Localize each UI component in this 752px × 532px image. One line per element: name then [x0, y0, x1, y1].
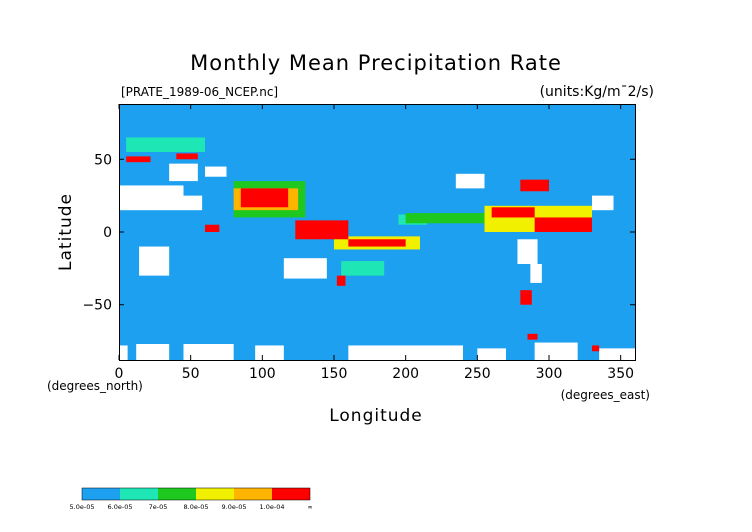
colorbar-swatch — [120, 488, 158, 500]
colorbar-swatch — [82, 488, 120, 500]
region-level6-38 — [592, 345, 600, 352]
region-missing-17 — [592, 195, 614, 211]
x-tick-label: 150 — [321, 366, 348, 382]
region-missing-11 — [205, 166, 227, 177]
region-level6-30 — [491, 207, 535, 218]
x-tick-label: 250 — [464, 366, 491, 382]
region-level6-27 — [205, 224, 220, 232]
region-missing-1 — [136, 344, 170, 360]
colorbar-label: 7e-05 — [149, 503, 168, 511]
y-tick-label: 0 — [103, 225, 112, 241]
chart-title: Monthly Mean Precipitation Rate — [190, 51, 562, 75]
colorbar-swatch — [196, 488, 234, 500]
region-level6-34 — [176, 153, 198, 160]
region-level6-28 — [295, 220, 349, 240]
colorbar-frame — [81, 487, 311, 501]
region-missing-0 — [119, 345, 128, 360]
region-missing-14 — [455, 173, 485, 189]
x-tick-label: 200 — [392, 366, 419, 382]
colorbar-label: 9.0e-05 — [222, 503, 247, 511]
region-level2-18 — [126, 137, 205, 152]
colorbar-label: 8.0e-05 — [184, 503, 209, 511]
colorbar-label: ∞ — [307, 503, 312, 511]
region-missing-3 — [255, 345, 284, 360]
colorbar-label: 6.0e-05 — [108, 503, 133, 511]
region-level6-37 — [527, 333, 538, 340]
region-level6-33 — [126, 156, 151, 163]
x-tick-label: 50 — [182, 366, 200, 382]
units-label: (units:Kg/m¯2/s) — [540, 84, 654, 100]
x-tick-label: 300 — [536, 366, 563, 382]
colorbar-label: 5.0e-05 — [70, 503, 95, 511]
region-missing-16 — [530, 264, 542, 283]
y-axis: 50 0 −50 — [82, 152, 635, 314]
region-missing-7 — [599, 348, 635, 360]
x-axis-label: Longitude — [329, 406, 423, 426]
colorbar-label: 1.0e-04 — [260, 503, 285, 511]
region-missing-4 — [348, 345, 463, 360]
region-level6-26 — [240, 188, 289, 208]
colorbar: 5.0e-05 6.0e-05 7e-05 8.0e-05 9.0e-05 1.0e-04… — [70, 487, 313, 511]
x-tick-label: 350 — [607, 366, 634, 382]
colorbar-swatch — [272, 488, 310, 500]
x-tick-label: 0 — [115, 366, 124, 382]
x-axis: 0 50 100 150 200 250 300 350 — [115, 104, 634, 382]
y-axis-label: Latitude — [56, 193, 76, 271]
x-tick-label: 100 — [249, 366, 276, 382]
region-level3-22 — [405, 213, 492, 224]
region-level6-36 — [336, 275, 346, 286]
file-label: [PRATE_1989-06_NCEP.nc] — [121, 85, 278, 99]
colorbar-swatch — [234, 488, 272, 500]
y-unit-label: (degrees_north) — [47, 379, 143, 393]
region-level6-29 — [348, 239, 406, 247]
region-missing-6 — [534, 342, 578, 360]
region-missing-2 — [183, 344, 234, 360]
region-missing-9 — [183, 195, 203, 211]
y-tick-label: −50 — [82, 298, 112, 314]
region-missing-5 — [477, 348, 506, 360]
region-level2-20 — [341, 261, 385, 276]
x-unit-label: (degrees_east) — [561, 388, 650, 402]
region-missing-10 — [169, 163, 198, 182]
region-missing-15 — [517, 239, 538, 264]
y-tick-label: 50 — [94, 152, 112, 168]
region-level6-31 — [534, 217, 592, 232]
region-missing-13 — [283, 258, 327, 279]
plot-area — [119, 104, 635, 360]
region-level6-35 — [520, 290, 532, 305]
region-missing-8 — [119, 185, 184, 211]
region-level6-32 — [520, 179, 549, 192]
region-missing-12 — [139, 246, 170, 276]
colorbar-swatch — [158, 488, 196, 500]
